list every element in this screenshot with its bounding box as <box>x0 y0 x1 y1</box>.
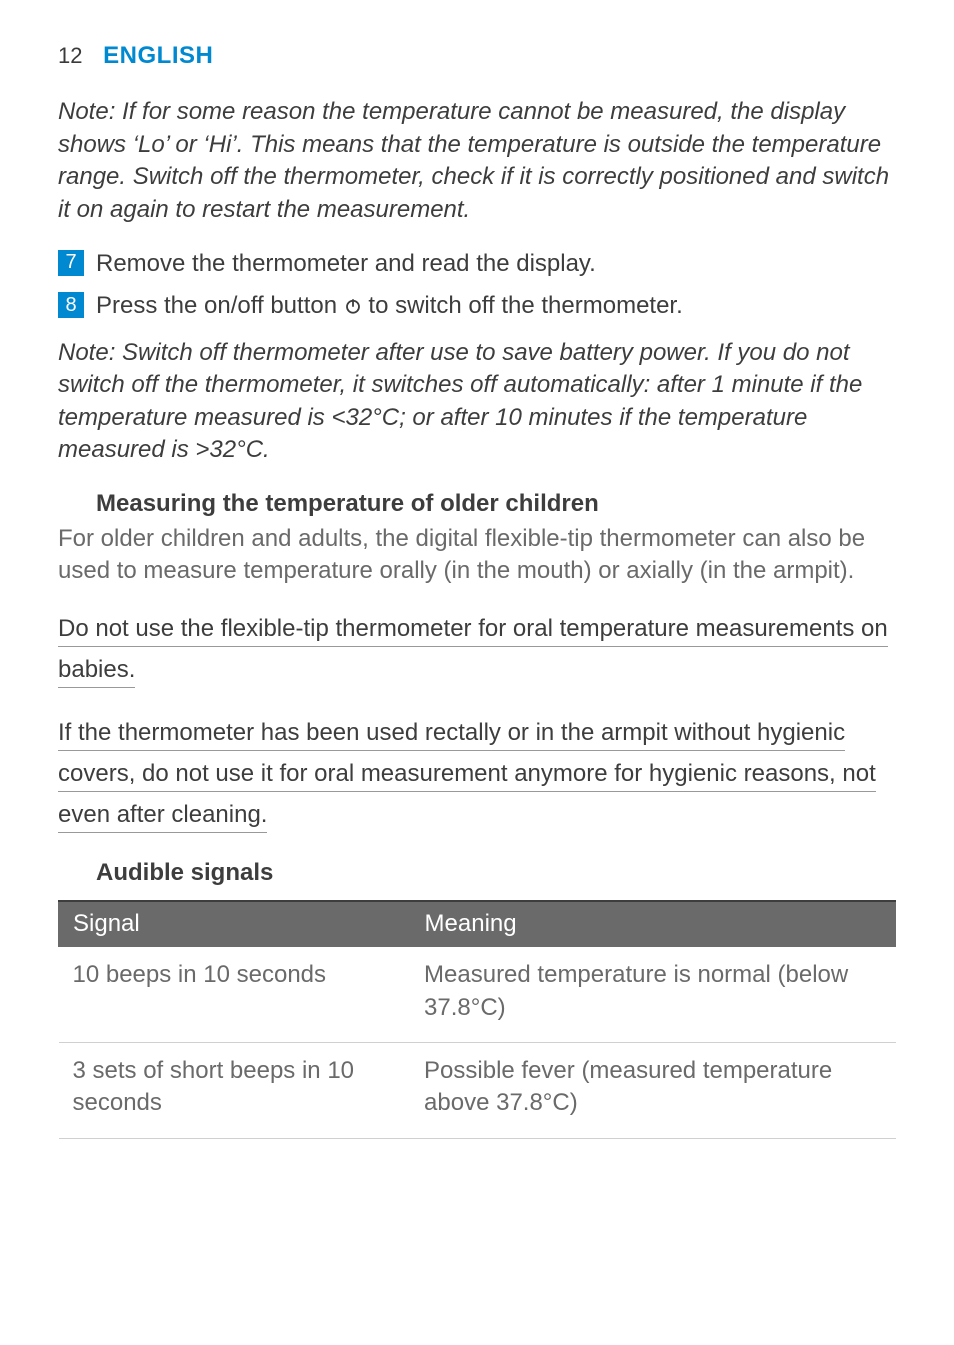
section-heading-older-children: Measuring the temperature of older child… <box>96 488 896 520</box>
table-row: 10 beeps in 10 seconds Measured temperat… <box>59 947 896 1043</box>
cell-signal: 3 sets of short beeps in 10 seconds <box>59 1043 411 1139</box>
warning-text: If the thermometer has been used rectall… <box>58 719 876 833</box>
table-header-row: Signal Meaning <box>59 901 896 947</box>
step-number-badge: 7 <box>58 250 84 276</box>
step-text: Remove the thermometer and read the disp… <box>96 248 896 280</box>
cell-meaning: Measured temperature is normal (below 37… <box>410 947 895 1043</box>
step-text-pre: Press the on/off button <box>96 292 344 319</box>
table-heading-audible: Audible signals <box>96 857 896 889</box>
cell-meaning: Possible fever (measured temperature abo… <box>410 1043 895 1139</box>
step-text: Press the on/off button to switch off th… <box>96 290 896 322</box>
col-signal: Signal <box>59 901 411 947</box>
note-lo-hi: Note: If for some reason the temperature… <box>58 96 896 226</box>
table-row: 3 sets of short beeps in 10 seconds Poss… <box>59 1043 896 1139</box>
page-header: 12 ENGLISH <box>58 40 896 72</box>
step-8: 8 Press the on/off button to switch off … <box>58 290 896 322</box>
col-meaning: Meaning <box>410 901 895 947</box>
language-label: ENGLISH <box>103 42 213 69</box>
section-body-older-children: For older children and adults, the digit… <box>58 523 896 588</box>
power-icon <box>344 297 362 315</box>
page-number: 12 <box>58 43 82 68</box>
step-number-badge: 8 <box>58 292 84 318</box>
cell-signal: 10 beeps in 10 seconds <box>59 947 411 1043</box>
note-auto-off: Note: Switch off thermometer after use t… <box>58 337 896 467</box>
warning-text: Do not use the flexible-tip thermometer … <box>58 615 888 688</box>
step-text-post: to switch off the thermometer. <box>362 292 683 319</box>
warning-babies: Do not use the flexible-tip thermometer … <box>58 609 896 691</box>
audible-signals-table: Signal Meaning 10 beeps in 10 seconds Me… <box>58 900 896 1139</box>
warning-hygiene: If the thermometer has been used rectall… <box>58 713 896 835</box>
step-7: 7 Remove the thermometer and read the di… <box>58 248 896 280</box>
